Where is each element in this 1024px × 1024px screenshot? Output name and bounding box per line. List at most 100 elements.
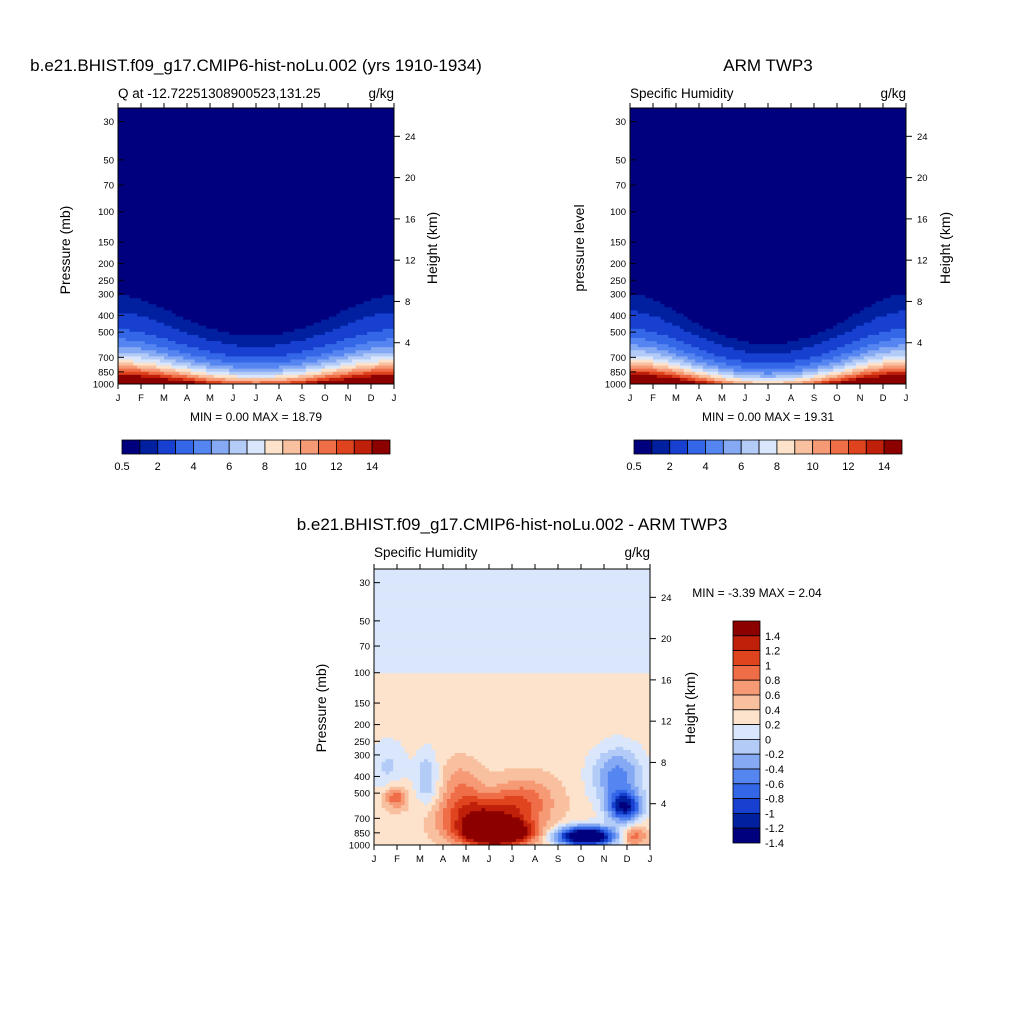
x-tick-label: O: [833, 393, 840, 404]
colorbar-swatch: [228, 439, 248, 455]
y-tick-label: 100: [354, 668, 370, 679]
x-tick-label: F: [650, 393, 656, 404]
colorbar-swatch: [282, 439, 302, 455]
colorbar-tick-label: 14: [878, 461, 890, 473]
colorbar-swatch: [865, 439, 885, 455]
y-tick-label: 150: [98, 238, 114, 249]
panel-left-label: Specific Humidity: [630, 86, 734, 101]
colorbar-swatch: [732, 813, 761, 829]
y-tick-label: 150: [610, 238, 626, 249]
colorbar-swatch: [246, 439, 266, 455]
y-tick-label: 850: [354, 828, 370, 839]
min-max-stats: MIN = -3.39 MAX = 2.04: [692, 586, 822, 600]
panel-title: b.e21.BHIST.f09_g17.CMIP6-hist-noLu.002 …: [297, 515, 728, 534]
colorbar-swatch: [732, 783, 761, 799]
y-axis-right-label: Height (km): [937, 212, 953, 284]
colorbar-tick-label: -0.2: [765, 749, 784, 761]
x-tick-label: A: [184, 393, 191, 404]
x-tick-label: O: [321, 393, 328, 404]
colorbar-tick-label: -1.4: [765, 838, 784, 850]
x-tick-label: S: [811, 393, 817, 404]
x-tick-label: J: [372, 854, 377, 865]
colorbar-tick-label: 1.4: [765, 631, 780, 643]
x-tick-label: N: [601, 854, 608, 865]
x-tick-label: J: [904, 393, 909, 404]
colorbar-swatch: [157, 439, 177, 455]
colorbar-tick-label: 10: [807, 461, 819, 473]
colorbar-tick-label: -1.2: [765, 823, 784, 835]
x-tick-label: S: [299, 393, 305, 404]
panel-title: b.e21.BHIST.f09_g17.CMIP6-hist-noLu.002 …: [30, 56, 482, 75]
x-tick-label: D: [880, 393, 887, 404]
x-tick-label: J: [116, 393, 121, 404]
x-tick-label: N: [857, 393, 864, 404]
y-right-tick-label: 4: [661, 799, 666, 810]
colorbar-swatch: [633, 439, 653, 455]
colorbar-tick-label: 0.4: [765, 705, 780, 717]
x-tick-label: S: [555, 854, 561, 865]
panel-difference: b.e21.BHIST.f09_g17.CMIP6-hist-noLu.002 …: [297, 515, 822, 865]
colorbar-swatch: [732, 635, 761, 651]
x-tick-label: F: [138, 393, 144, 404]
colorbar-swatch: [722, 439, 742, 455]
y-tick-label: 850: [98, 367, 114, 378]
colorbar-tick-label: 0.8: [765, 675, 780, 687]
colorbar: 1.4 1.2 1 0.8 0.6 0.4 0.2 0 -0.2 -0.4 -0.6 -0.8 -1 -1…: [732, 620, 784, 850]
y-tick-label: 30: [359, 578, 370, 589]
y-tick-label: 500: [610, 328, 626, 339]
y-right-tick-label: 24: [405, 132, 416, 143]
x-tick-label: J: [628, 393, 633, 404]
contour-field: [118, 108, 394, 384]
colorbar-tick-label: 4: [702, 461, 708, 473]
y-tick-label: 50: [359, 616, 370, 627]
colorbar-tick-label: 8: [774, 461, 780, 473]
y-tick-label: 300: [98, 289, 114, 300]
x-tick-label: J: [392, 393, 397, 404]
colorbar: 0.5 2 4 6 8 10 12 14: [114, 439, 391, 473]
colorbar-tick-label: 0.5: [626, 461, 641, 473]
x-tick-label: A: [276, 393, 283, 404]
colorbar-swatch: [732, 650, 761, 666]
colorbar-tick-label: 1.2: [765, 646, 780, 658]
y-tick-label: 70: [359, 642, 370, 653]
y-tick-label: 200: [98, 259, 114, 270]
y-tick-label: 300: [354, 750, 370, 761]
x-tick-label: J: [743, 393, 748, 404]
colorbar-swatch: [318, 439, 337, 455]
colorbar-tick-label: 0.2: [765, 720, 780, 732]
x-tick-label: M: [206, 393, 214, 404]
y-tick-label: 300: [610, 289, 626, 300]
y-right-tick-label: 16: [661, 675, 672, 686]
colorbar-swatch: [139, 439, 159, 455]
y-right-tick-label: 8: [405, 297, 410, 308]
colorbar-tick-label: 10: [295, 461, 307, 473]
colorbar-tick-label: 6: [738, 461, 744, 473]
y-tick-label: 700: [354, 814, 370, 825]
y-tick-label: 50: [615, 155, 626, 166]
colorbar-swatch: [353, 439, 373, 455]
panel-model: b.e21.BHIST.f09_g17.CMIP6-hist-noLu.002 …: [30, 56, 482, 473]
y-tick-label: 1000: [349, 841, 370, 852]
colorbar-swatch: [830, 439, 849, 455]
colorbar-tick-label: 2: [155, 461, 161, 473]
colorbar-tick-label: -0.8: [765, 794, 784, 806]
colorbar-tick-label: 12: [330, 461, 342, 473]
colorbar-swatch: [776, 439, 796, 455]
colorbar-tick-label: 0: [765, 734, 771, 746]
x-tick-label: O: [577, 854, 584, 865]
colorbar-swatch: [669, 439, 689, 455]
y-tick-label: 400: [610, 311, 626, 322]
x-tick-label: A: [440, 854, 447, 865]
x-tick-label: F: [394, 854, 400, 865]
x-tick-label: A: [788, 393, 795, 404]
y-axis-label: pressure level: [571, 204, 587, 291]
y-tick-label: 1000: [605, 380, 626, 391]
colorbar-tick-label: 0.6: [765, 690, 780, 702]
y-right-tick-label: 24: [917, 132, 928, 143]
colorbar-swatch: [175, 439, 194, 455]
x-tick-label: J: [487, 854, 492, 865]
colorbar-tick-label: -0.4: [765, 764, 784, 776]
y-tick-label: 400: [98, 311, 114, 322]
contour-plot: 30 50 70 100 150 200 250 300 400 500 700 850 1000 4 8 1…: [349, 564, 672, 865]
x-tick-label: J: [766, 393, 771, 404]
